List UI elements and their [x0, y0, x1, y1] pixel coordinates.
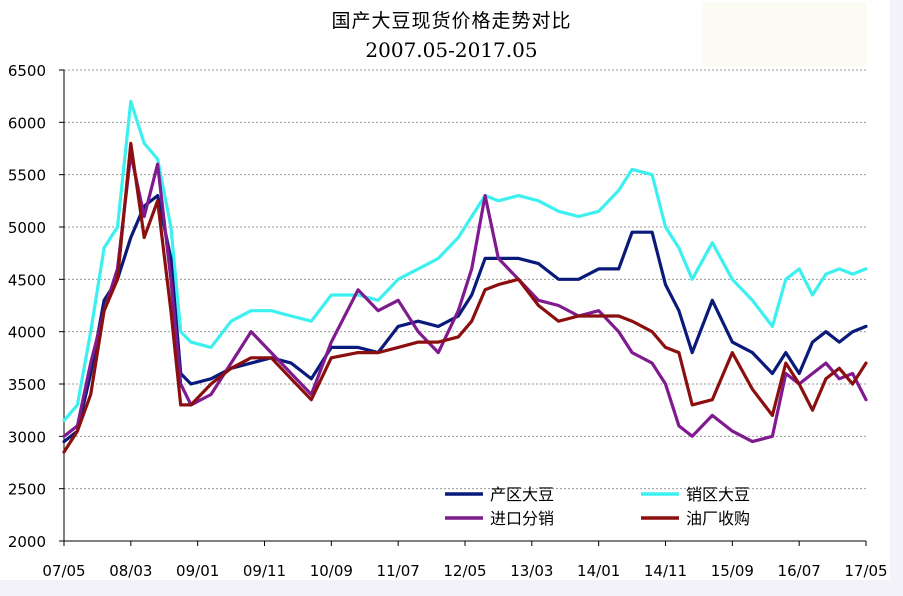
x-tick-label: 11/07 [377, 562, 420, 580]
x-tick-label: 08/03 [109, 562, 152, 580]
x-tick-label: 14/01 [577, 562, 620, 580]
y-tick-label: 2500 [8, 481, 46, 499]
y-tick-labels: 2000 2500 3000 3500 4000 4500 5000 5500 6000 6500 [8, 62, 46, 551]
legend-label-2: 进口分销 [490, 509, 554, 528]
y-tick-label: 4500 [8, 271, 46, 289]
chart-title: 国产大豆现货价格走势对比 [331, 10, 572, 32]
legend-label-0: 产区大豆 [490, 485, 554, 504]
series-lines [62, 99, 868, 454]
x-tick-label: 15/09 [711, 562, 754, 580]
y-tick-label: 5500 [8, 167, 46, 185]
frame-bottom-strip [0, 580, 903, 596]
x-tick-label: 12/05 [443, 562, 486, 580]
x-tick-label: 17/05 [844, 562, 887, 580]
y-tick-label: 3500 [8, 376, 46, 394]
y-tick-label: 6500 [8, 62, 46, 80]
x-tick-label: 13/03 [510, 562, 553, 580]
legend-label-1: 销区大豆 [686, 485, 750, 504]
y-tick-label: 4000 [8, 324, 46, 342]
series-line-2 [62, 152, 868, 444]
series-line-3 [62, 141, 868, 454]
x-tick-labels: 07/05 08/03 09/01 09/11 10/09 11/07 12/05 13/03… [42, 562, 887, 580]
x-tick-label: 09/01 [176, 562, 219, 580]
decorative-box [702, 2, 867, 66]
x-tick-label: 07/05 [42, 562, 85, 580]
series-line-1 [62, 99, 868, 423]
y-tick-label: 5000 [8, 219, 46, 237]
frame-right-strip [890, 0, 903, 596]
x-tick-label: 14/11 [644, 562, 687, 580]
x-tick-label: 10/09 [310, 562, 353, 580]
x-tick-label: 09/11 [243, 562, 286, 580]
legend-label-3: 油厂收购 [686, 509, 750, 528]
chart-subtitle: 2007.05-2017.05 [365, 38, 538, 62]
y-tick-label: 3000 [8, 428, 46, 446]
y-tick-label: 6000 [8, 114, 46, 132]
series-line-0 [62, 194, 868, 444]
y-tick-label: 2000 [8, 533, 46, 551]
grid-lines [64, 69, 866, 490]
x-tick-label: 16/07 [778, 562, 821, 580]
